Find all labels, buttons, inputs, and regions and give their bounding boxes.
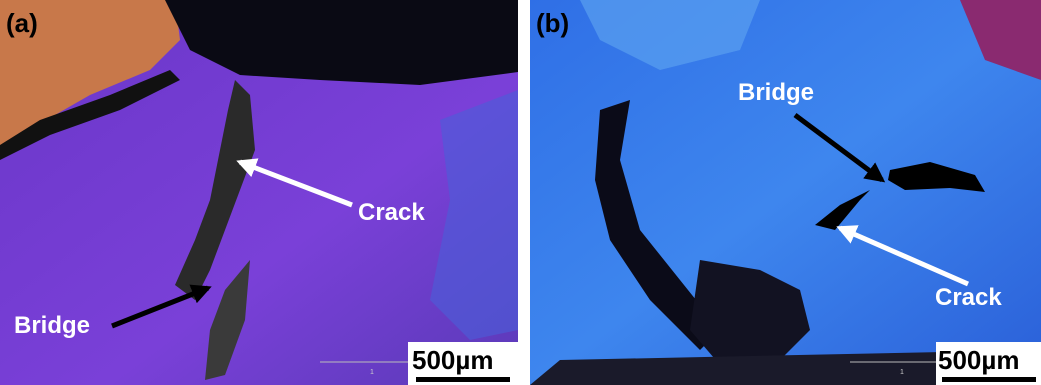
scale-marker: 1 — [370, 369, 374, 376]
annotation: Crack — [358, 199, 425, 226]
panel-b: (b) Bridge Crack 1 500µm — [530, 0, 1041, 385]
scale-text: 500µm — [938, 345, 1019, 375]
panel-label: (b) — [536, 8, 569, 38]
scale-text: 500µm — [412, 345, 493, 375]
panel-label: (a) — [6, 8, 38, 38]
annotation: Crack — [935, 284, 1002, 311]
scale-bar — [416, 377, 510, 382]
annotation: Bridge — [738, 79, 814, 106]
scale-bar — [942, 377, 1036, 382]
figure: (a) Crack Bridge 1 500µm (b) Bridge Crac… — [0, 0, 1041, 385]
scale-marker: 1 — [900, 369, 904, 376]
annotation: Bridge — [14, 312, 90, 339]
panel-a: (a) Crack Bridge 1 500µm — [0, 0, 518, 385]
